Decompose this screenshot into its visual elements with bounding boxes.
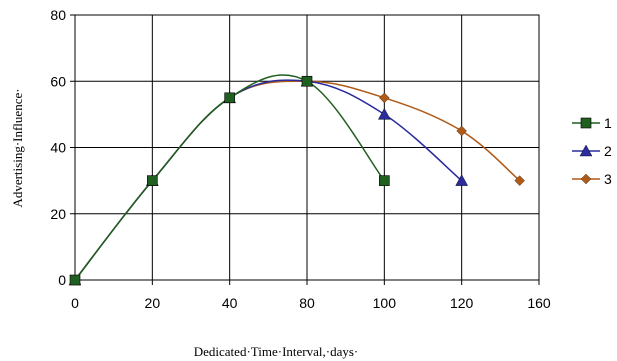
x-tick-label: 0 [71,295,79,311]
x-tick-label: 80 [299,295,315,311]
legend-marker-2 [579,144,593,157]
y-tick-label: 60 [50,73,66,89]
series-3-point [379,92,390,104]
series-1-point [147,175,158,186]
plot-area-border [74,14,540,281]
legend: 1 2 3 [572,115,612,187]
x-tick-label: 20 [145,295,161,311]
x-axis-title: Dedicated·Time·Interval,·days· [194,344,359,359]
y-tick-label: 20 [50,206,66,222]
series-1-point [379,175,390,186]
series-3-point [514,175,525,186]
x-tick-label: 100 [373,295,397,311]
x-tick-label: 40 [222,295,238,311]
series-1-point [69,274,81,286]
legend-marker-3 [580,173,592,185]
series-layer [68,74,525,286]
legend-label-2: 2 [604,143,612,159]
y-tick-label: 40 [50,140,66,156]
axes: 0 20 40 60 80 0 20 40 80 100 120 160 [50,7,550,311]
x-tick-label: 120 [450,295,474,311]
legend-label-1: 1 [604,115,612,131]
series-1-point [224,92,235,104]
legend-label-3: 3 [604,171,612,187]
series-1-point [301,75,313,87]
y-tick-label: 80 [50,7,66,23]
series-2-point [455,174,469,186]
grid [74,14,540,281]
y-tick-label: 0 [58,272,66,288]
series-2-line [74,79,463,281]
x-tick-label: 160 [527,295,551,311]
series-2-point [377,107,391,120]
series-3-point [456,125,467,137]
y-axis-title: Advertising·Influence· [10,88,25,207]
series-3-line [74,80,521,281]
legend-marker-1 [580,117,592,129]
